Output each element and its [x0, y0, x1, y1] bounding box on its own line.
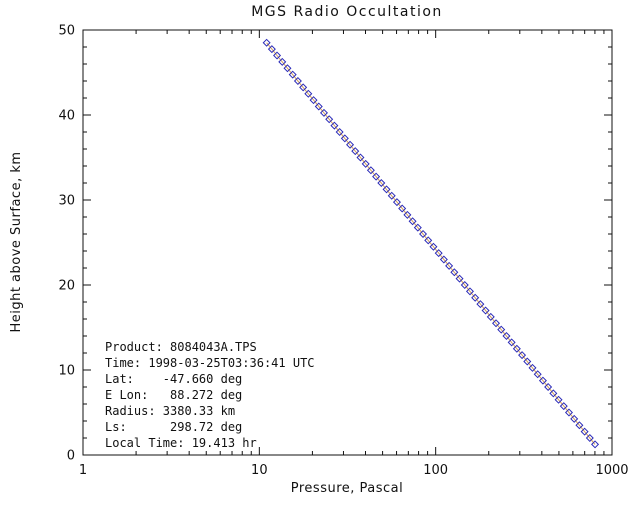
diamond-marker	[533, 370, 542, 379]
x-tick-label: 100	[423, 463, 448, 478]
diamond-marker	[403, 210, 412, 219]
diamond-marker	[528, 363, 537, 372]
annotation-line: Lat: -47.660 deg	[105, 372, 242, 386]
diamond-marker	[575, 421, 584, 430]
diamond-marker	[309, 96, 318, 105]
diamond-marker	[262, 38, 271, 47]
diamond-marker	[372, 172, 381, 181]
diamond-marker	[523, 357, 532, 366]
axes: 1 10 100 1000 0 10 20 30 40 50	[58, 24, 628, 479]
y-tick-label: 10	[58, 364, 75, 379]
annotation-block: Product: 8084043A.TPS Time: 1998-03-25T03…	[105, 340, 315, 450]
diamond-marker	[497, 325, 506, 334]
diamond-marker	[413, 223, 422, 232]
diamond-marker	[591, 440, 600, 449]
diamond-marker	[549, 389, 558, 398]
diamond-marker	[293, 76, 302, 86]
diamond-marker	[283, 64, 292, 73]
y-tick-label: 0	[67, 449, 75, 464]
annotation-line: Ls: 298.72 deg	[105, 420, 242, 434]
diamond-marker	[392, 198, 401, 207]
diamond-marker	[325, 115, 334, 124]
diamond-marker	[476, 300, 485, 309]
diamond-marker	[314, 102, 323, 111]
diamond-marker	[419, 229, 428, 239]
chart-title: MGS Radio Occultation	[251, 4, 443, 20]
diamond-marker	[580, 427, 589, 436]
diamond-marker	[507, 338, 516, 347]
diamond-marker	[544, 382, 553, 392]
diamond-marker	[267, 45, 276, 54]
annotation-line: E Lon: 88.272 deg	[105, 388, 242, 402]
y-tick-label: 50	[58, 24, 75, 39]
y-tick-label: 30	[58, 194, 75, 209]
x-tick-label: 1	[79, 463, 87, 478]
diamond-marker	[346, 140, 355, 149]
diamond-marker	[335, 127, 344, 137]
series-line	[266, 42, 596, 445]
diamond-marker	[434, 249, 443, 258]
diamond-marker	[408, 217, 417, 226]
diamond-marker	[559, 402, 568, 411]
diamond-marker	[486, 312, 495, 321]
diamond-marker	[460, 280, 469, 290]
diamond-marker	[351, 147, 360, 156]
annotation-line: Radius: 3380.33 km	[105, 404, 235, 418]
diamond-marker	[585, 433, 594, 443]
annotation-line: Time: 1998-03-25T03:36:41 UTC	[105, 356, 315, 370]
diamond-marker	[288, 70, 297, 79]
data-series	[262, 38, 600, 449]
diamond-marker	[278, 57, 287, 66]
diamond-marker	[340, 134, 349, 143]
diamond-marker	[356, 153, 365, 162]
diamond-marker	[492, 319, 501, 328]
plot-box	[82, 29, 613, 456]
annotation-line: Product: 8084043A.TPS	[105, 340, 257, 354]
diamond-marker	[512, 344, 521, 353]
diamond-marker	[366, 166, 375, 175]
diamond-marker	[481, 306, 490, 315]
diamond-marker	[439, 255, 448, 264]
diamond-marker	[299, 83, 308, 92]
y-tick-label: 40	[58, 109, 75, 124]
diamond-marker	[465, 287, 474, 296]
diamond-marker	[424, 236, 433, 245]
diamond-marker	[471, 293, 480, 302]
diamond-marker	[564, 408, 573, 417]
y-tick-label: 20	[58, 279, 75, 294]
diamond-marker	[330, 121, 339, 130]
diamond-marker	[450, 268, 459, 277]
diamond-marker	[502, 331, 511, 341]
diamond-marker	[445, 261, 454, 270]
diamond-marker	[518, 351, 527, 360]
diamond-marker	[361, 159, 370, 168]
annotation-line: Local Time: 19.413 hr	[105, 436, 257, 450]
x-tick-label: 10	[251, 463, 268, 478]
diamond-marker	[387, 191, 396, 200]
diamond-marker	[429, 242, 438, 251]
diamond-marker	[319, 108, 328, 117]
diamond-marker	[455, 274, 464, 283]
diamond-marker	[377, 178, 386, 188]
diamond-marker	[382, 185, 391, 194]
diamond-marker	[538, 376, 547, 385]
diamond-marker	[273, 51, 282, 60]
diamond-marker	[570, 414, 579, 423]
diamond-marker	[398, 204, 407, 213]
x-tick-label: 1000	[595, 463, 628, 478]
y-axis-label: Height above Surface, km	[9, 151, 24, 332]
diamond-marker	[554, 395, 563, 404]
x-axis-label: Pressure, Pascal	[291, 481, 404, 496]
diamond-marker	[304, 89, 313, 98]
